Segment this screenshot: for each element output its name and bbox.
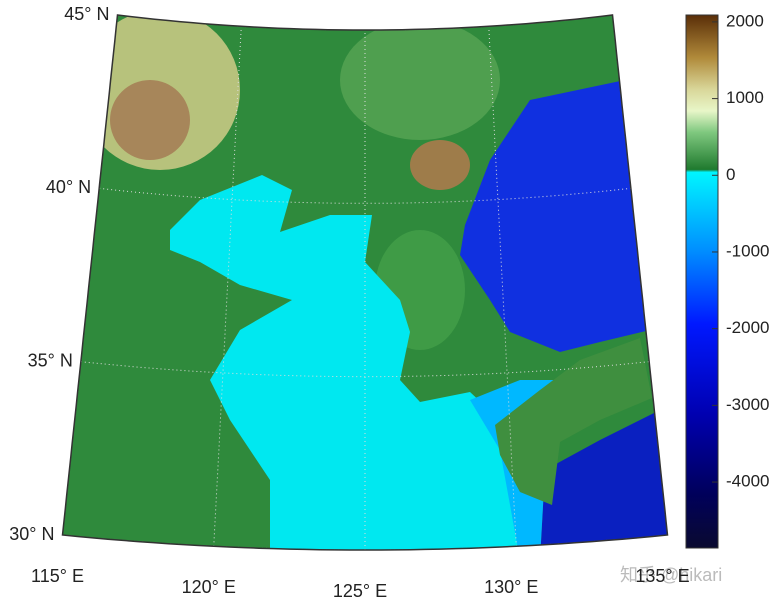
colorbar-label: -2000 xyxy=(726,318,769,337)
colorbar-label: -3000 xyxy=(726,395,769,414)
colorbar xyxy=(685,14,719,549)
lat-label: 45° N xyxy=(64,4,109,24)
colorbar-label: -1000 xyxy=(726,241,769,260)
sea-of-japan xyxy=(460,80,650,352)
lat-label: 35° N xyxy=(28,350,73,370)
map-frame xyxy=(61,14,669,551)
colorbar-label: 2000 xyxy=(726,11,764,30)
meridian xyxy=(488,26,517,547)
japan xyxy=(495,338,652,505)
lon-label: 125° E xyxy=(333,581,387,601)
highland xyxy=(410,140,470,190)
meridian xyxy=(213,26,242,547)
lon-label: 115° E xyxy=(31,566,84,586)
colorbar-label: -4000 xyxy=(726,472,769,491)
pacific xyxy=(540,410,668,550)
lat-label: 30° N xyxy=(9,524,54,544)
lon-label: 130° E xyxy=(484,577,538,597)
highland xyxy=(340,20,500,140)
parallel xyxy=(99,187,631,204)
yellow-sea xyxy=(170,175,540,550)
lon-label: 120° E xyxy=(182,577,236,597)
highland xyxy=(110,80,190,160)
map-area xyxy=(62,15,668,550)
watermark: 知乎 @hikari xyxy=(620,565,722,585)
colorbar-label: 0 xyxy=(726,165,735,184)
lon-label: 135° E xyxy=(635,566,689,586)
lat-label: 40° N xyxy=(46,177,91,197)
colorbar-label: 1000 xyxy=(726,88,764,107)
parallel xyxy=(80,361,650,378)
